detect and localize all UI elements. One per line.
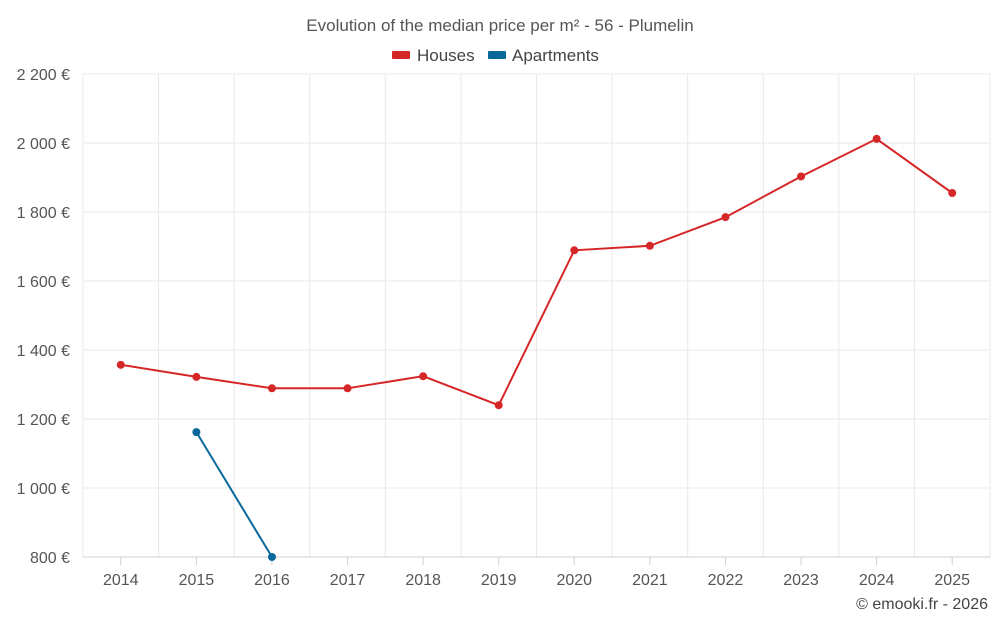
y-tick-label: 2 000 € bbox=[17, 136, 70, 153]
data-point-houses[interactable] bbox=[948, 189, 957, 198]
legend-label-houses: Houses bbox=[417, 46, 475, 65]
legend-item-apartments[interactable]: Apartments bbox=[488, 46, 599, 65]
y-tick-label: 1 000 € bbox=[17, 481, 70, 498]
x-tick-label: 2022 bbox=[708, 572, 744, 589]
data-point-houses[interactable] bbox=[116, 360, 125, 369]
data-point-houses[interactable] bbox=[343, 384, 352, 393]
y-tick-label: 1 600 € bbox=[17, 274, 70, 291]
y-tick-label: 2 200 € bbox=[17, 67, 70, 84]
data-point-houses[interactable] bbox=[494, 401, 503, 410]
x-tick-label: 2024 bbox=[859, 572, 895, 589]
data-point-apartments[interactable] bbox=[267, 553, 276, 561]
x-tick-label: 2020 bbox=[556, 572, 592, 589]
x-tick-label: 2014 bbox=[103, 572, 139, 589]
legend-label-apartments: Apartments bbox=[512, 46, 599, 65]
x-tick-label: 2025 bbox=[934, 572, 970, 589]
x-tick-label: 2015 bbox=[179, 572, 215, 589]
x-tick-label: 2023 bbox=[783, 572, 819, 589]
data-point-apartments[interactable] bbox=[192, 428, 201, 437]
y-axis-ticks: 800 € 1 000 € 1 200 € 1 400 € 1 600 € 1 800 €… bbox=[17, 67, 70, 567]
series-line-apartments bbox=[195, 431, 273, 558]
x-axis-ticks: 2014 2015 2016 2017 2018 2019 2020 2021 2022 2023… bbox=[103, 557, 970, 589]
y-tick-label: 800 € bbox=[30, 550, 70, 567]
data-point-houses[interactable] bbox=[267, 384, 276, 393]
y-tick-label: 1 400 € bbox=[17, 343, 70, 360]
x-tick-label: 2016 bbox=[254, 572, 290, 589]
data-point-houses[interactable] bbox=[419, 372, 428, 381]
gridlines bbox=[82, 73, 991, 557]
data-point-houses[interactable] bbox=[570, 246, 579, 255]
y-tick-label: 1 800 € bbox=[17, 205, 70, 222]
legend-swatch-apartments bbox=[488, 51, 506, 59]
data-point-houses[interactable] bbox=[192, 372, 201, 381]
y-tick-label: 1 200 € bbox=[17, 412, 70, 429]
series-line-houses bbox=[120, 137, 953, 407]
data-point-houses[interactable] bbox=[721, 213, 730, 222]
legend: Houses Apartments bbox=[392, 46, 599, 65]
data-point-houses[interactable] bbox=[645, 241, 654, 250]
legend-item-houses[interactable]: Houses bbox=[392, 46, 475, 65]
credit-text: © emooki.fr - 2026 bbox=[856, 596, 988, 613]
x-tick-label: 2018 bbox=[405, 572, 441, 589]
data-point-houses[interactable] bbox=[872, 134, 881, 143]
x-tick-label: 2021 bbox=[632, 572, 668, 589]
chart-title: Evolution of the median price per m² - 5… bbox=[306, 16, 693, 35]
x-tick-label: 2017 bbox=[330, 572, 366, 589]
series-layer bbox=[116, 134, 957, 561]
legend-swatch-houses bbox=[392, 51, 410, 59]
x-tick-label: 2019 bbox=[481, 572, 517, 589]
data-point-houses[interactable] bbox=[797, 172, 806, 181]
